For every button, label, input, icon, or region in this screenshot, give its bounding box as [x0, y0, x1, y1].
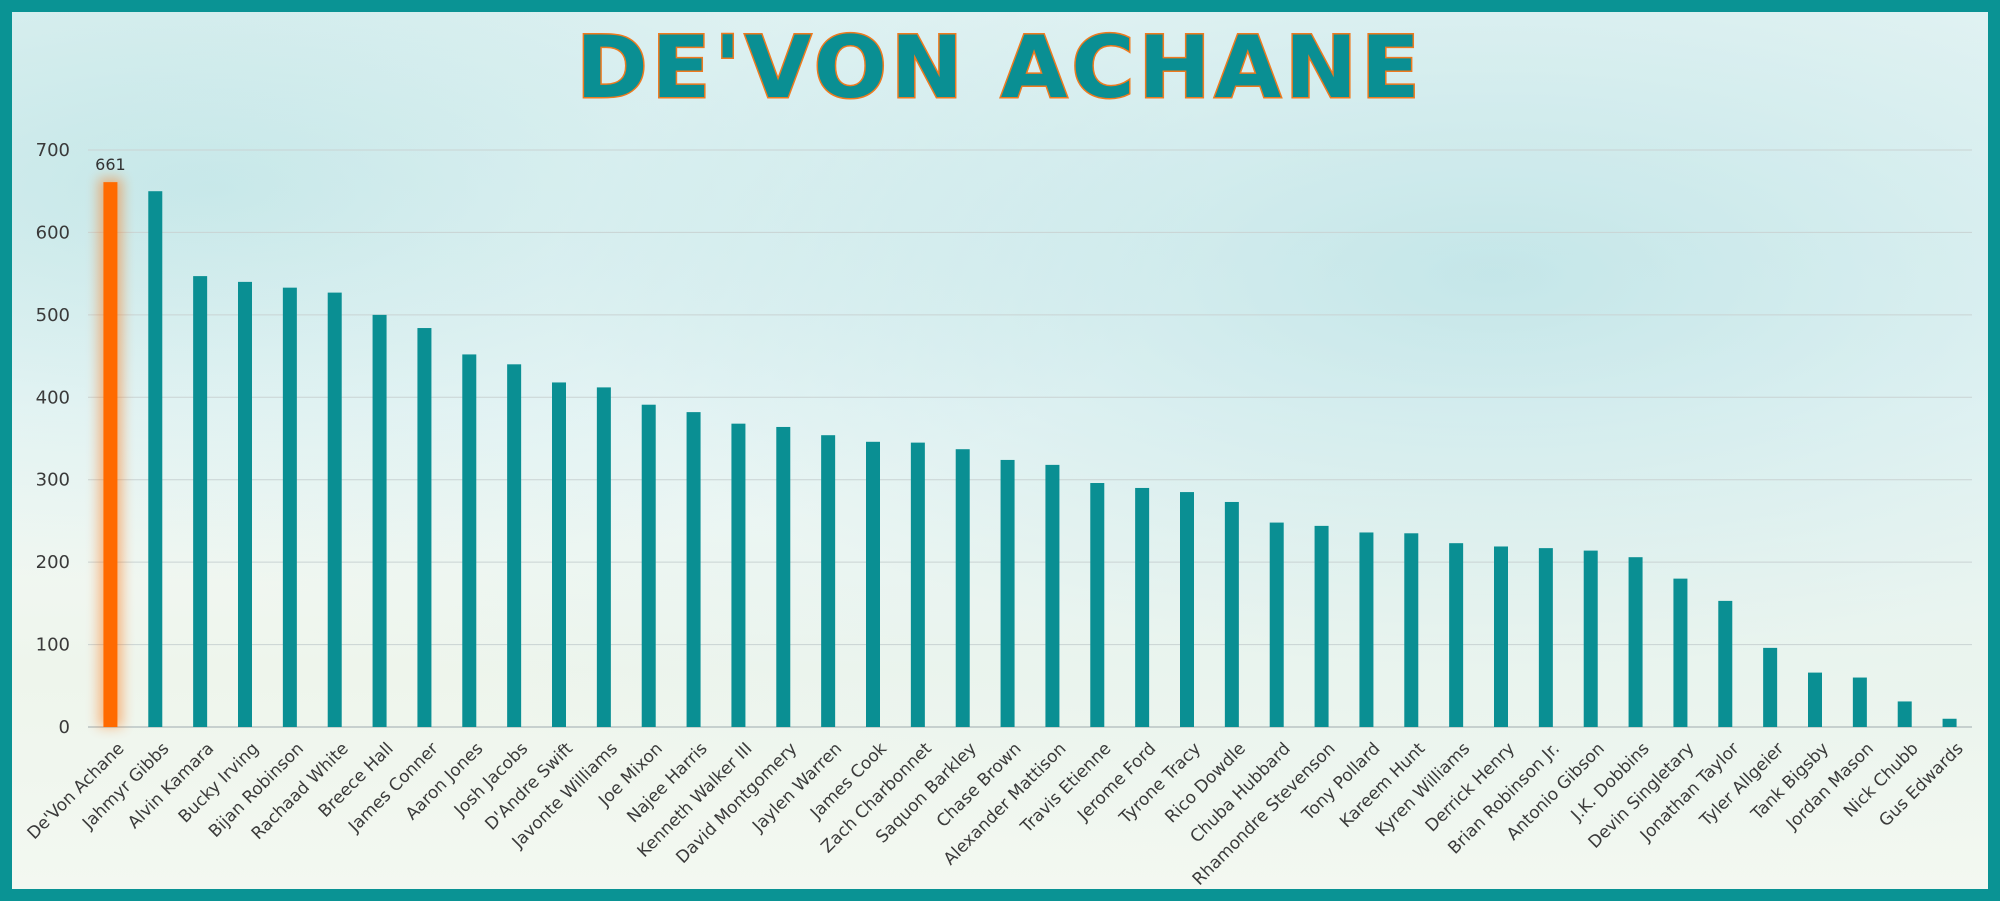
bar: [1404, 533, 1419, 727]
bar: [1224, 501, 1239, 727]
bar: [372, 314, 387, 727]
bar: [193, 276, 208, 727]
y-tick-label: 200: [36, 552, 70, 573]
y-tick-label: 300: [36, 470, 70, 491]
bar: [1090, 483, 1105, 727]
bar: [1942, 718, 1957, 727]
bar: [776, 426, 791, 727]
bar: [552, 382, 566, 727]
bar: [462, 354, 477, 727]
bar: [1359, 532, 1374, 727]
bar: [1180, 492, 1194, 727]
bar: [1449, 543, 1464, 727]
bar: [955, 449, 970, 727]
bar: [731, 423, 746, 727]
y-tick-label: 600: [36, 222, 70, 243]
bar: [1673, 578, 1688, 727]
bar: [417, 328, 432, 727]
bar: [1852, 677, 1867, 727]
bar: [686, 412, 701, 727]
bar: [1045, 464, 1060, 727]
y-tick-label: 400: [36, 387, 70, 408]
bar: [1808, 672, 1822, 727]
bar: [1628, 557, 1643, 727]
bar: [1897, 701, 1912, 727]
bar: [910, 442, 925, 727]
bar: [1763, 647, 1778, 727]
bar: [327, 292, 342, 727]
bar: [148, 191, 163, 727]
bar: [821, 435, 836, 727]
bar: [1583, 550, 1598, 727]
bar: [1269, 522, 1284, 727]
bar: [1000, 459, 1015, 727]
bar: [1538, 548, 1553, 727]
bar: [1314, 525, 1329, 727]
bar: [238, 281, 252, 727]
bar: [507, 364, 522, 727]
chart-title: DE'VON ACHANE: [575, 17, 1424, 120]
y-tick-label: 0: [59, 717, 70, 738]
bar: [596, 387, 611, 727]
bar: [1718, 600, 1733, 727]
data-label: 661: [95, 155, 126, 174]
bar: [103, 182, 118, 727]
y-tick-label: 700: [36, 140, 70, 161]
y-tick-label: 500: [36, 305, 70, 326]
bar: [866, 441, 880, 727]
bar: [641, 404, 656, 727]
y-tick-label: 100: [36, 635, 70, 656]
bar: [1135, 487, 1150, 727]
bar: [282, 287, 297, 727]
bar: [1494, 546, 1508, 727]
